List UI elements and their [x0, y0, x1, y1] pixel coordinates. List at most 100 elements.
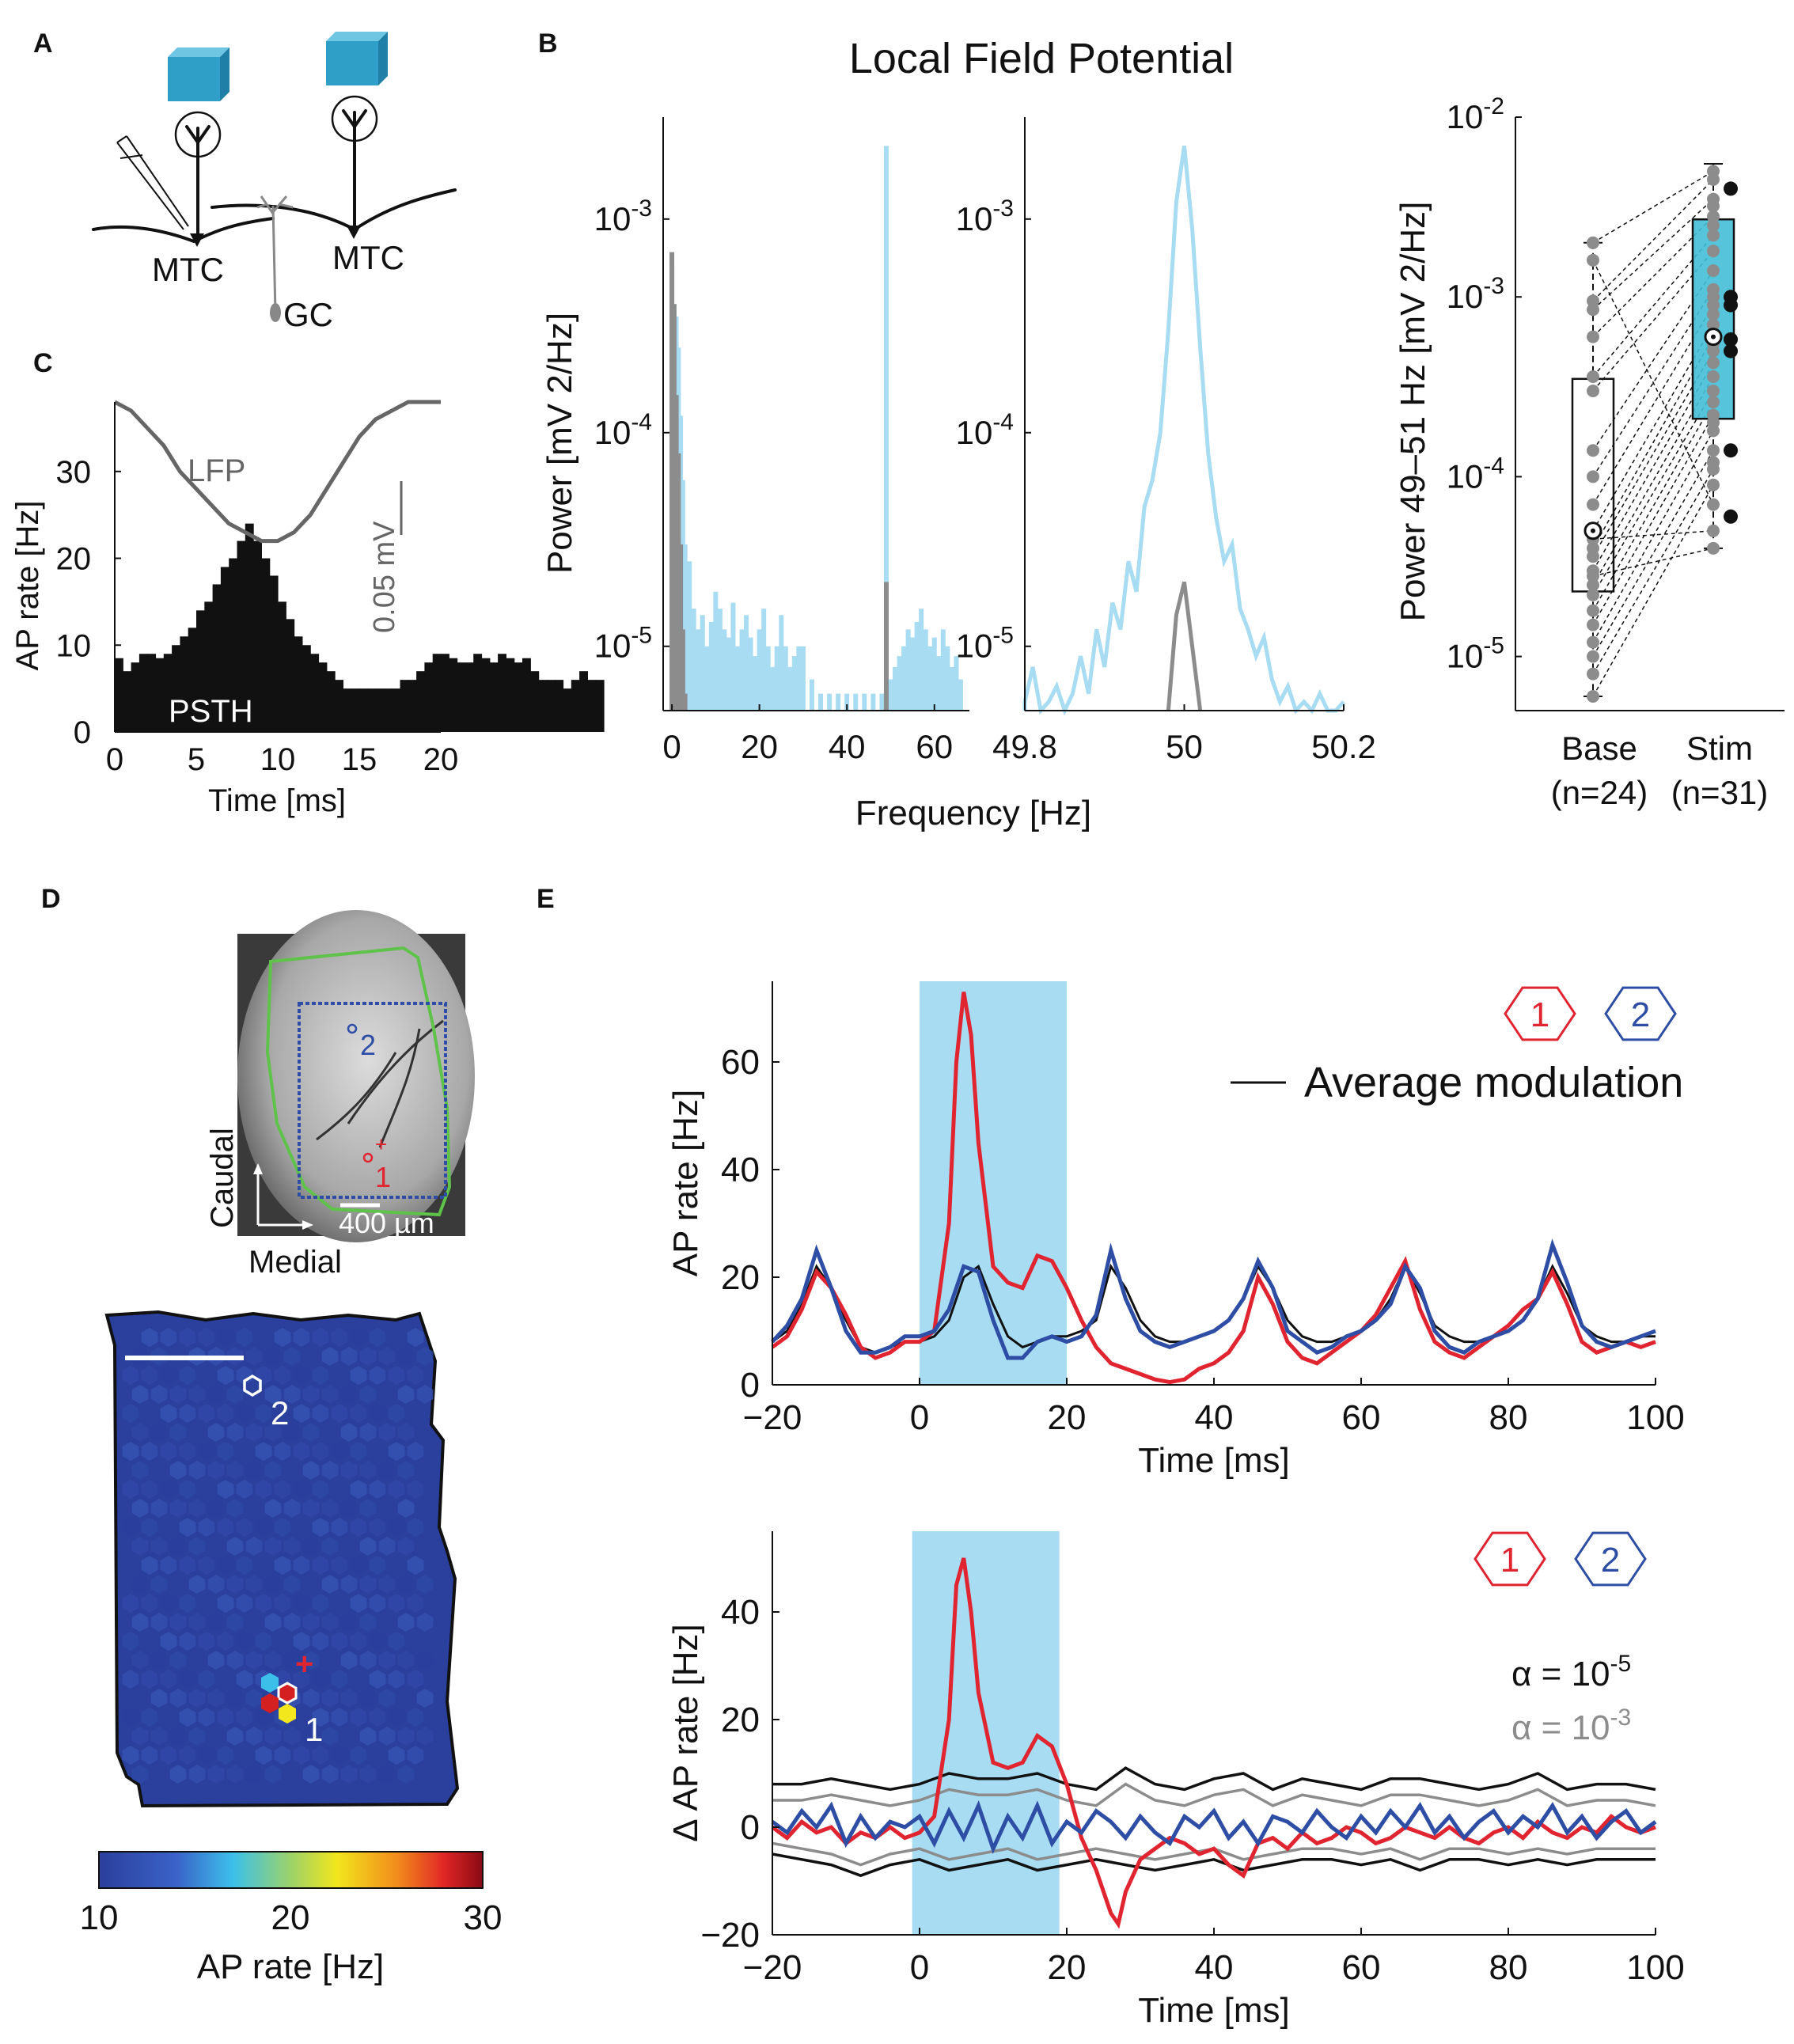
spectrum-bar-stim: [696, 629, 701, 711]
median-dot: [1711, 334, 1716, 339]
psth-bar: [138, 654, 148, 732]
stim-point: [1707, 308, 1720, 321]
hex-cell: [283, 1499, 301, 1518]
hex-cell: [169, 1765, 187, 1784]
b2-x-tick-label: 49.8: [992, 728, 1057, 765]
hex-cell: [331, 1404, 348, 1423]
zoom-line-base: [1166, 581, 1203, 711]
hex-cell: [169, 1461, 187, 1480]
legend-e2-unit-1-label: 1: [1500, 1541, 1519, 1579]
base-point: [1587, 635, 1599, 649]
b3-y-tick-label: 10-4: [1447, 453, 1504, 495]
spectrum-bar-stim: [936, 656, 942, 711]
trace--10-3-upper: [772, 1782, 1656, 1807]
hex-cell: [321, 1423, 339, 1442]
hex-cell: [217, 1670, 234, 1689]
hex-cell: [397, 1385, 415, 1404]
E2-x-tick-label: 20: [1048, 1948, 1087, 1987]
spectrum-bar-stim: [744, 615, 749, 711]
bulb-outline: [265, 946, 452, 1217]
hex-cell: [283, 1537, 301, 1556]
label-caudal: Caudal: [205, 1128, 240, 1228]
hex-cell: [179, 1404, 196, 1423]
hex-cell: [150, 1727, 168, 1746]
hex-cell: [150, 1765, 168, 1784]
hex-cell: [217, 1708, 234, 1727]
hex-cell: [359, 1347, 377, 1366]
hex-cell: [226, 1765, 244, 1784]
hex-cell: [264, 1613, 282, 1632]
E1-x-tick-label: 40: [1195, 1398, 1234, 1437]
psth-bar: [147, 654, 157, 732]
E2-x-tick-label: 60: [1342, 1948, 1381, 1987]
hex-cell: [407, 1708, 424, 1727]
blood-vessels: [316, 1019, 444, 1148]
hex-cell: [359, 1689, 377, 1708]
hex-cell: [217, 1366, 234, 1385]
spectrum-bar-stim: [783, 646, 788, 711]
panel-c-psth-chart: 0 5 10 15 20 0 10 20 30 LFP PSTH 0.05 mV AP rate…: [10, 400, 605, 818]
hex-cell: [369, 1366, 386, 1385]
stim-point: [1707, 370, 1720, 384]
spectrum-bar-stim: [945, 646, 950, 711]
lfp-scalebar-label: 0.05 mV: [368, 521, 401, 633]
hex-cell: [264, 1651, 282, 1670]
spectrum-bar-stim: [883, 146, 889, 711]
hex-cell: [350, 1556, 367, 1575]
b-title: Local Field Potential: [849, 35, 1234, 82]
psth-bar: [367, 688, 377, 732]
pairing-line: [1592, 530, 1714, 540]
spectrum-bar-stim: [713, 591, 719, 711]
hex-cell: [245, 1651, 263, 1670]
hex-cell: [369, 1632, 386, 1651]
stim-point-dark: [1724, 509, 1738, 524]
pairing-line: [1592, 179, 1714, 301]
hex-cell: [226, 1689, 244, 1708]
stim-point: [1707, 541, 1720, 555]
psth-bar: [245, 523, 254, 732]
psth-bar: [571, 680, 580, 732]
E1-y-tick-label: 40: [721, 1151, 760, 1189]
E1-y-tick-label: 60: [721, 1043, 760, 1082]
base-point: [1587, 550, 1599, 563]
psth-bar: [400, 680, 409, 732]
hex-cell: [236, 1442, 253, 1461]
hex-cell: [207, 1423, 225, 1442]
hex-cell: [141, 1708, 158, 1727]
hex-cell: [407, 1594, 424, 1613]
c-y-tick-label: 30: [56, 455, 92, 490]
hex-cell: [207, 1499, 225, 1518]
b1-y-tick-label: 10-3: [594, 195, 652, 237]
pipette-icon: [116, 135, 189, 230]
hex-cell: [397, 1727, 415, 1746]
hex-cell: [416, 1385, 434, 1404]
spectrum-bar-stim: [722, 629, 727, 711]
psth-bar: [343, 688, 352, 732]
hex-cell: [255, 1328, 272, 1347]
hex-cell: [397, 1347, 415, 1366]
psth-bar: [286, 619, 295, 732]
E2-y-tick-label: 0: [741, 1808, 760, 1847]
hex-cell: [321, 1575, 339, 1594]
hex-cell: [131, 1499, 149, 1518]
hex-cell: [340, 1385, 358, 1404]
hex-cell: [312, 1328, 329, 1347]
hex-cell: [302, 1385, 320, 1404]
psth-bar: [481, 658, 491, 732]
hex-cell: [340, 1347, 358, 1366]
hex-cell: [283, 1651, 301, 1670]
hex-cell: [255, 1594, 272, 1613]
psth-bar: [546, 680, 556, 732]
panel-a-schematic: MTC MTC GC: [92, 32, 457, 333]
hex-cell: [369, 1328, 386, 1347]
pairing-line: [1592, 170, 1714, 244]
hex-cell: [378, 1385, 396, 1404]
legend-alpha-black: α = 10-5: [1511, 1651, 1631, 1693]
hex-cell: [198, 1328, 215, 1347]
hex-cell: [378, 1765, 396, 1784]
hex-cell: [169, 1423, 187, 1442]
spectrum-bar-stim: [914, 621, 920, 711]
E2-x-tick-label: 40: [1195, 1948, 1234, 1987]
spectrum-bar-stim: [910, 637, 916, 711]
psth-bar: [196, 610, 205, 732]
